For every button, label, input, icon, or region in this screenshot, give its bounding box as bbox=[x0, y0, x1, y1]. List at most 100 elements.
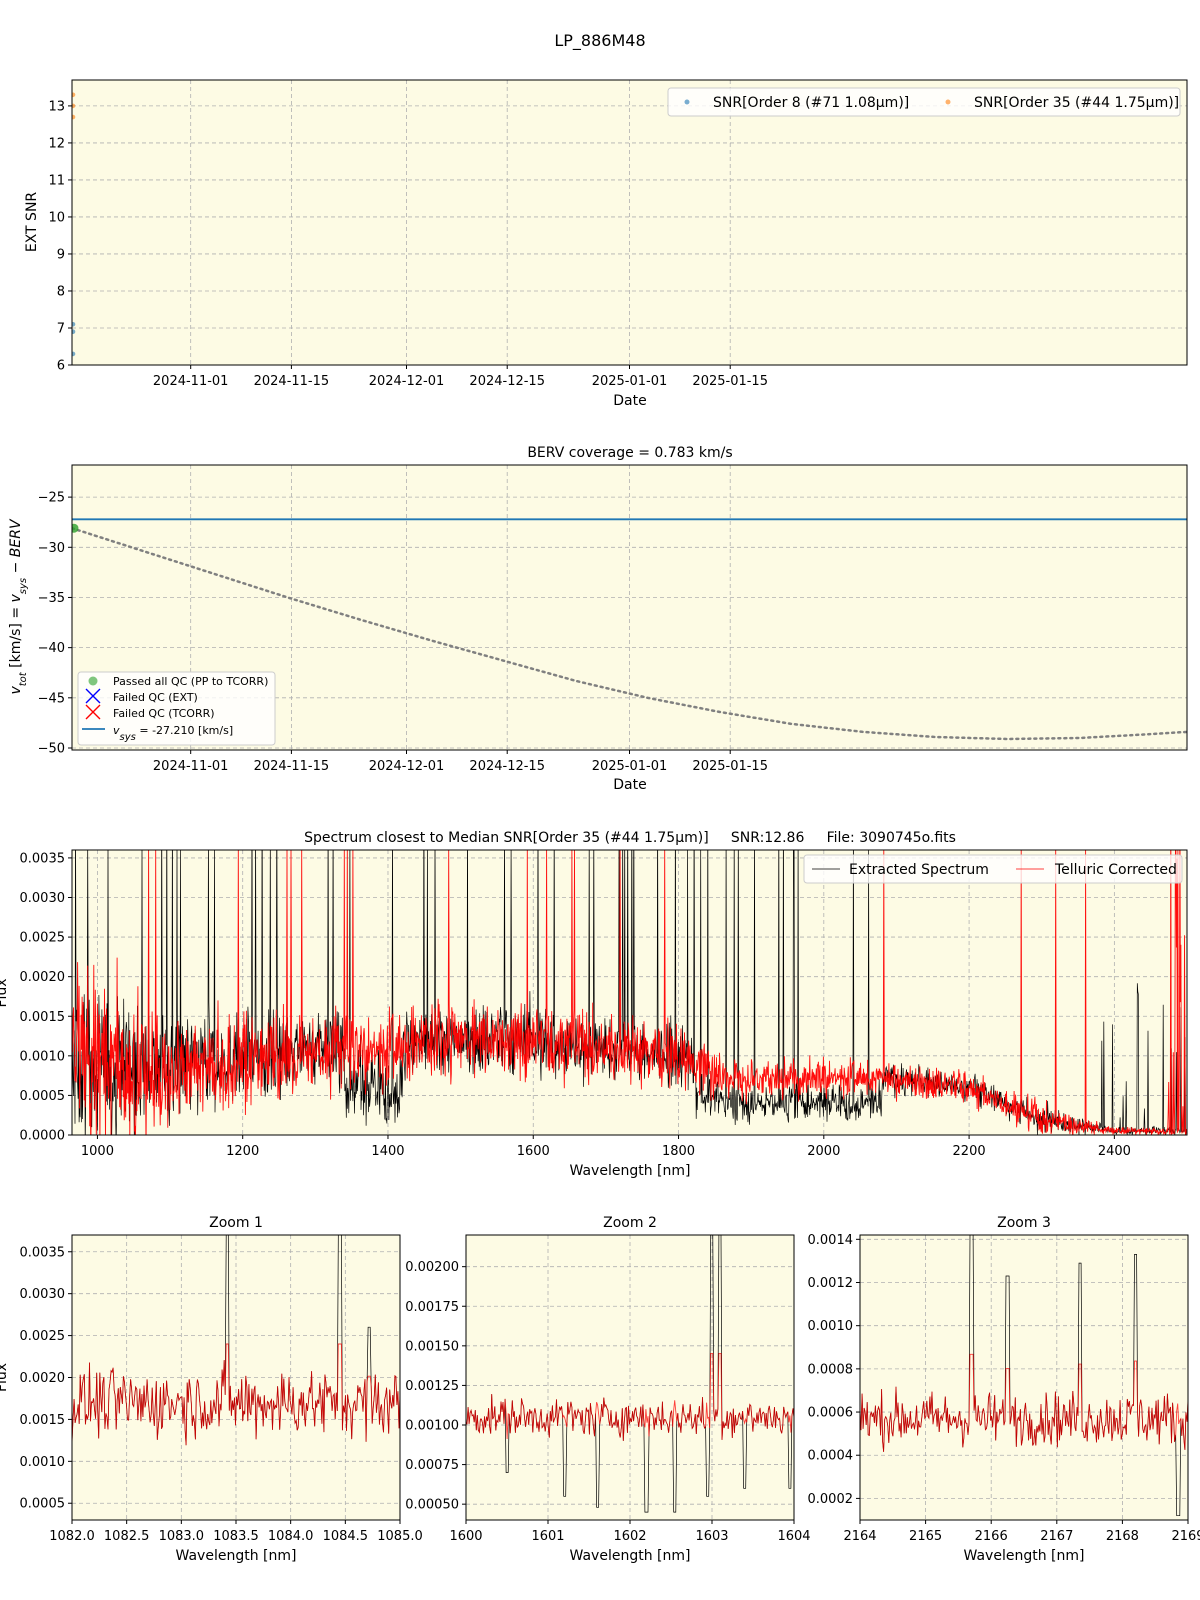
legend-failed-ext-marker bbox=[85, 688, 101, 704]
legend-failed-ext-label: Failed QC (EXT) bbox=[113, 691, 198, 704]
legend-failed-tcorr-marker bbox=[85, 704, 101, 720]
zoom1-xtick-label: 1084.5 bbox=[323, 1529, 369, 1544]
spec-xtick-label: 2200 bbox=[953, 1144, 986, 1159]
zoom2-frame bbox=[465, 1234, 795, 1521]
spec-xtick-label: 1400 bbox=[371, 1144, 404, 1159]
snr-xtick-label: 2024-12-01 bbox=[369, 374, 445, 389]
spec-ytick-label: 0.0025 bbox=[20, 931, 66, 946]
snr-ytick-label: 8 bbox=[57, 284, 65, 299]
legend-failed-tcorr-label: Failed QC (TCORR) bbox=[113, 707, 215, 720]
zoom2-ytick-label: 0.00100 bbox=[405, 1419, 459, 1434]
zoom2-ytick-label: 0.00200 bbox=[405, 1260, 459, 1275]
snr-ytick-label: 9 bbox=[57, 247, 65, 262]
zoom2-ytick-label: 0.00150 bbox=[405, 1339, 459, 1354]
zoom2-content bbox=[466, 1235, 794, 1513]
zoom3-ytick-label: 0.0014 bbox=[808, 1233, 854, 1248]
berv-xtick-label: 2024-11-01 bbox=[153, 759, 229, 774]
zoom2-xtick-label: 1602 bbox=[613, 1529, 646, 1544]
spectrum-legend-box bbox=[803, 854, 1183, 884]
spec-ytick-label: 0.0020 bbox=[20, 970, 66, 985]
snr-frame bbox=[71, 79, 1188, 366]
zoom1-xtick-label: 1083.0 bbox=[159, 1529, 205, 1544]
berv-ylabel: vtot [km/s] = vsys − BERV bbox=[8, 518, 29, 694]
zoom1-xtick-label: 1082.5 bbox=[104, 1529, 150, 1544]
zoom2-xtick-label: 1600 bbox=[449, 1529, 482, 1544]
spec-ytick-label: 0.0030 bbox=[20, 891, 66, 906]
zoom3-frame bbox=[859, 1234, 1189, 1521]
zoom3-title: Zoom 3 bbox=[997, 1215, 1051, 1231]
spec-xtick-label: 1800 bbox=[662, 1144, 695, 1159]
zoom3-xtick-label: 2164 bbox=[843, 1529, 876, 1544]
zoom1-xlabel: Wavelength [nm] bbox=[176, 1548, 297, 1564]
zoom3-ytick-label: 0.0002 bbox=[808, 1492, 854, 1507]
spectrum-xlabel: Wavelength [nm] bbox=[570, 1163, 691, 1179]
zoom2-xtick-label: 1603 bbox=[695, 1529, 728, 1544]
snr-xtick-label: 2024-11-01 bbox=[153, 374, 229, 389]
spec-plot-area bbox=[72, 850, 1187, 1135]
snr-point-order35 bbox=[72, 114, 76, 120]
zoom1-title: Zoom 1 bbox=[209, 1215, 263, 1231]
zoom2-xtick-label: 1601 bbox=[531, 1529, 564, 1544]
zoom3-ytick-label: 0.0006 bbox=[808, 1406, 854, 1421]
spec-xtick-label: 1600 bbox=[517, 1144, 550, 1159]
zoom2-title: Zoom 2 bbox=[603, 1215, 657, 1231]
spec-ytick-label: 0.0015 bbox=[20, 1010, 66, 1025]
zoom3-telluric-line bbox=[860, 1353, 1188, 1452]
zoom2-telluric-line bbox=[466, 1352, 794, 1441]
snr-legend-label-order35: SNR[Order 35 (#44 1.75μm)] bbox=[974, 95, 1179, 111]
spec-ytick-label: 0.0005 bbox=[20, 1089, 66, 1104]
spectrum-title: Spectrum closest to Median SNR[Order 35 … bbox=[304, 830, 956, 846]
berv-xlabel: Date bbox=[613, 777, 646, 793]
spectrum-ylabel: Flux bbox=[0, 978, 10, 1007]
zoom3-ytick-label: 0.0004 bbox=[808, 1449, 854, 1464]
legend-passed-marker bbox=[88, 676, 98, 686]
berv-xtick-label: 2025-01-15 bbox=[692, 759, 768, 774]
snr-xlabel: Date bbox=[613, 393, 646, 409]
snr-xtick-label: 2024-11-15 bbox=[254, 374, 330, 389]
extracted-spectrum-line bbox=[72, 850, 1187, 1135]
spec-frame bbox=[71, 849, 1188, 1136]
zoom3-panel: 2164 2165 2166 2167 2168 2169 0.0002 0.0004 0.00… bbox=[808, 1215, 1200, 1564]
telluric-corrected-line bbox=[72, 850, 1187, 1135]
spec-xtick-label: 2400 bbox=[1098, 1144, 1131, 1159]
spec-ytick-label: 0.0035 bbox=[20, 851, 66, 866]
snr-point-order35 bbox=[72, 103, 76, 109]
zoom1-xtick-label: 1082.0 bbox=[49, 1529, 95, 1544]
zoom2-ytick-label: 0.00175 bbox=[405, 1300, 459, 1315]
zoom1-panel: 1082.0 1082.5 1083.0 1083.5 1084.0 1084.5 1085… bbox=[0, 1215, 423, 1564]
zoom2-ytick-label: 0.00050 bbox=[405, 1498, 459, 1513]
zoom1-frame bbox=[71, 1234, 401, 1521]
zoom1-xtick-label: 1083.5 bbox=[213, 1529, 259, 1544]
snr-point-order8 bbox=[72, 329, 76, 334]
zoom1-ytick-label: 0.0015 bbox=[20, 1413, 66, 1428]
legend-extracted-label: Extracted Spectrum bbox=[849, 862, 989, 878]
snr-point-order35 bbox=[72, 92, 76, 98]
berv-content bbox=[72, 518, 1187, 741]
snr-ylabel: EXT SNR bbox=[24, 192, 40, 253]
zoom3-xtick-label: 2166 bbox=[975, 1529, 1008, 1544]
zoom3-ytick-label: 0.0010 bbox=[808, 1319, 854, 1334]
legend-telluric-label: Telluric Corrected bbox=[1054, 862, 1177, 878]
spec-xtick-label: 1000 bbox=[81, 1144, 114, 1159]
zoom1-content bbox=[72, 1235, 400, 1446]
passed-qc-point bbox=[72, 523, 79, 533]
berv-legend-box bbox=[77, 671, 276, 746]
berv-frame bbox=[71, 464, 1188, 751]
snr-legend-box bbox=[667, 87, 1181, 117]
berv-ytick-label: −40 bbox=[38, 641, 65, 656]
snr-point-order8 bbox=[72, 351, 76, 357]
legend-vsys-label: vsys = -27.210 [km/s] bbox=[113, 724, 233, 743]
zoom3-xlabel: Wavelength [nm] bbox=[964, 1548, 1085, 1564]
spec-xtick-label: 2000 bbox=[807, 1144, 840, 1159]
zoom1-xtick-label: 1084.0 bbox=[268, 1529, 314, 1544]
zoom2-panel: 1600 1601 1602 1603 1604 0.00050 0.00075 0.0010… bbox=[405, 1215, 810, 1564]
zoom2-ytick-label: 0.00125 bbox=[405, 1379, 459, 1394]
zoom1-ytick-label: 0.0030 bbox=[20, 1287, 66, 1302]
spec-xtick-label: 1200 bbox=[226, 1144, 259, 1159]
berv-title: BERV coverage = 0.783 km/s bbox=[527, 445, 732, 461]
snr-ytick-label: 6 bbox=[57, 359, 65, 374]
zoom1-ytick-label: 0.0010 bbox=[20, 1455, 66, 1470]
zoom1-ylabel: Flux bbox=[0, 1363, 10, 1392]
snr-xtick-label: 2025-01-01 bbox=[592, 374, 668, 389]
